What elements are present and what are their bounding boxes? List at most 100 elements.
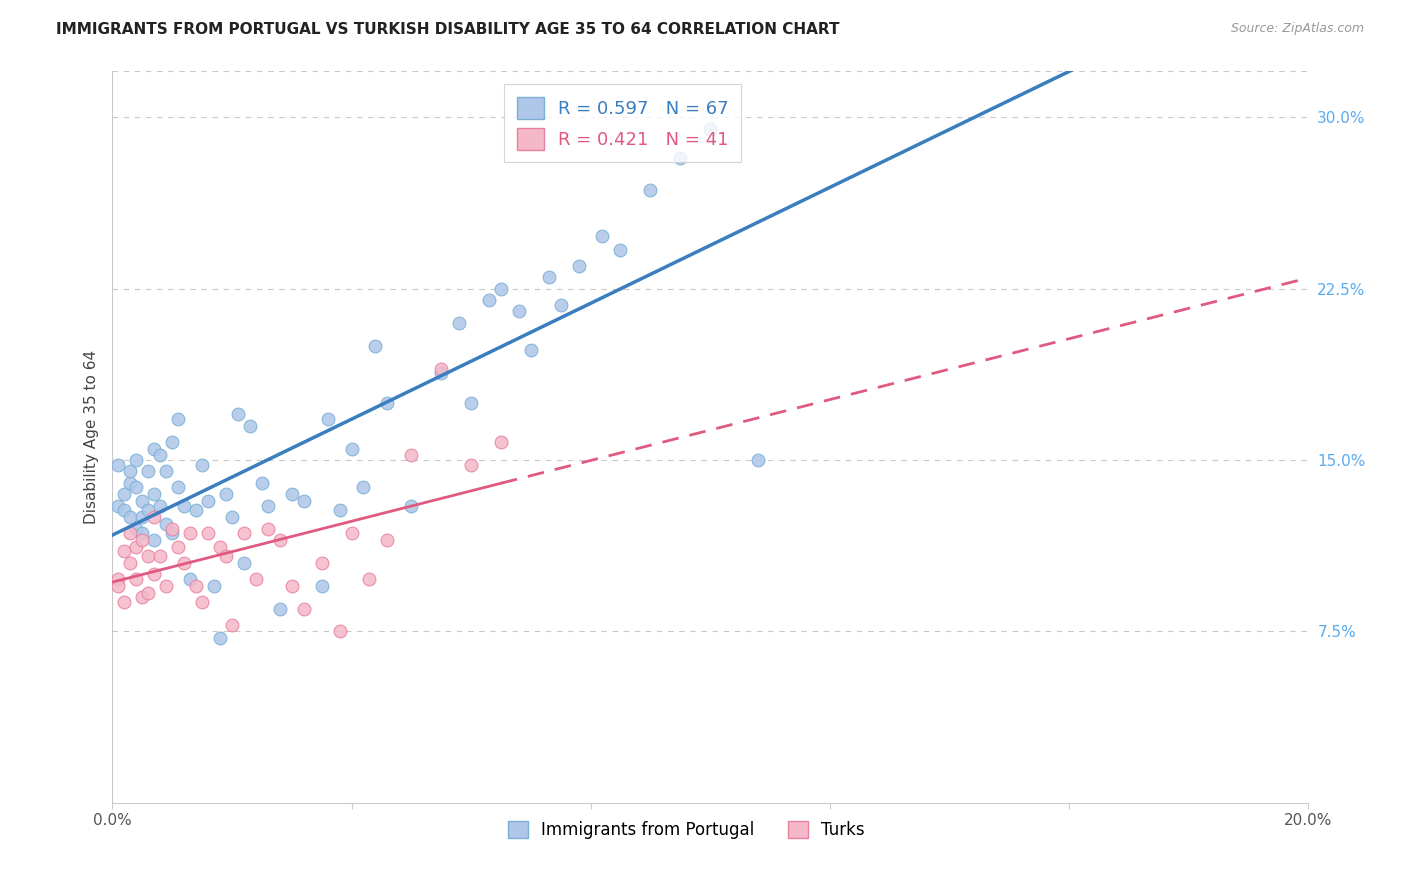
- Point: [401, 499, 423, 513]
- Point: [430, 366, 453, 380]
- Point: [609, 243, 631, 257]
- Point: [209, 540, 232, 554]
- Point: [120, 475, 142, 490]
- Point: [489, 281, 512, 295]
- Point: [167, 540, 190, 554]
- Point: [114, 544, 135, 558]
- Point: [568, 259, 591, 273]
- Point: [329, 624, 352, 639]
- Point: [401, 449, 423, 463]
- Point: [364, 338, 387, 352]
- Point: [316, 412, 339, 426]
- Point: [155, 464, 177, 478]
- Point: [215, 549, 238, 563]
- Point: [131, 494, 153, 508]
- Point: [329, 503, 352, 517]
- Point: [269, 601, 291, 615]
- Point: [550, 297, 572, 311]
- Point: [120, 556, 142, 570]
- Point: [107, 458, 129, 472]
- Point: [173, 556, 195, 570]
- Point: [311, 579, 333, 593]
- Point: [186, 503, 208, 517]
- Point: [257, 521, 280, 535]
- Point: [449, 316, 471, 330]
- Point: [340, 526, 363, 541]
- Point: [125, 521, 148, 535]
- Point: [640, 183, 662, 197]
- Point: [179, 572, 201, 586]
- Point: [537, 270, 560, 285]
- Point: [478, 293, 501, 307]
- Point: [239, 418, 262, 433]
- Point: [155, 516, 177, 531]
- Point: [120, 510, 142, 524]
- Point: [125, 572, 148, 586]
- Point: [520, 343, 543, 358]
- Point: [245, 572, 267, 586]
- Point: [143, 533, 166, 547]
- Point: [138, 503, 160, 517]
- Point: [167, 480, 190, 494]
- Point: [114, 503, 135, 517]
- Point: [131, 510, 153, 524]
- Point: [149, 499, 172, 513]
- Point: [143, 567, 166, 582]
- Point: [162, 521, 183, 535]
- Point: [460, 458, 482, 472]
- Text: IMMIGRANTS FROM PORTUGAL VS TURKISH DISABILITY AGE 35 TO 64 CORRELATION CHART: IMMIGRANTS FROM PORTUGAL VS TURKISH DISA…: [56, 22, 839, 37]
- Point: [202, 579, 225, 593]
- Point: [143, 510, 166, 524]
- Point: [107, 499, 129, 513]
- Point: [430, 361, 453, 376]
- Point: [281, 579, 304, 593]
- Point: [699, 121, 721, 136]
- Point: [138, 464, 160, 478]
- Legend: Immigrants from Portugal, Turks: Immigrants from Portugal, Turks: [501, 814, 872, 846]
- Text: Source: ZipAtlas.com: Source: ZipAtlas.com: [1230, 22, 1364, 36]
- Point: [125, 453, 148, 467]
- Point: [215, 487, 238, 501]
- Point: [592, 229, 614, 244]
- Point: [377, 533, 399, 547]
- Point: [250, 475, 273, 490]
- Point: [186, 579, 208, 593]
- Point: [143, 487, 166, 501]
- Point: [197, 526, 219, 541]
- Point: [221, 510, 243, 524]
- Point: [120, 464, 142, 478]
- Point: [155, 579, 177, 593]
- Point: [162, 526, 183, 541]
- Point: [191, 595, 214, 609]
- Point: [138, 585, 160, 599]
- Point: [226, 407, 249, 421]
- Point: [508, 304, 530, 318]
- Point: [107, 572, 129, 586]
- Point: [131, 590, 153, 604]
- Point: [173, 499, 195, 513]
- Point: [340, 442, 363, 456]
- Point: [359, 572, 381, 586]
- Point: [191, 458, 214, 472]
- Point: [209, 632, 232, 646]
- Point: [377, 396, 399, 410]
- Point: [125, 480, 148, 494]
- Y-axis label: Disability Age 35 to 64: Disability Age 35 to 64: [83, 350, 98, 524]
- Point: [162, 434, 183, 449]
- Point: [138, 549, 160, 563]
- Point: [120, 526, 142, 541]
- Point: [107, 579, 129, 593]
- Point: [669, 151, 692, 165]
- Point: [131, 533, 153, 547]
- Point: [269, 533, 291, 547]
- Point: [257, 499, 280, 513]
- Point: [233, 526, 256, 541]
- Point: [292, 601, 315, 615]
- Point: [114, 487, 135, 501]
- Point: [281, 487, 304, 501]
- Point: [311, 556, 333, 570]
- Point: [179, 526, 201, 541]
- Point: [353, 480, 375, 494]
- Point: [221, 617, 243, 632]
- Point: [460, 396, 482, 410]
